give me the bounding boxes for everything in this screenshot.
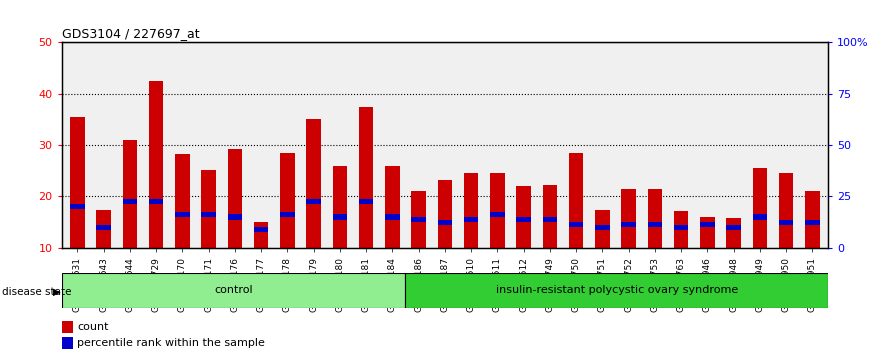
Bar bbox=[805, 191, 819, 248]
Bar bbox=[122, 140, 137, 248]
Bar bbox=[96, 210, 111, 248]
Bar bbox=[596, 225, 610, 230]
Bar bbox=[752, 168, 767, 248]
Text: count: count bbox=[78, 322, 108, 332]
Bar bbox=[727, 218, 741, 248]
Bar bbox=[175, 212, 189, 217]
Bar bbox=[359, 107, 374, 248]
Bar bbox=[752, 215, 767, 219]
Text: ▶: ▶ bbox=[53, 287, 61, 297]
Bar bbox=[490, 212, 505, 217]
Bar bbox=[385, 215, 400, 219]
Bar bbox=[727, 225, 741, 230]
Bar bbox=[700, 222, 714, 227]
Bar bbox=[569, 153, 583, 248]
Bar bbox=[254, 222, 269, 248]
Bar bbox=[359, 199, 374, 204]
Bar bbox=[516, 186, 531, 248]
Bar bbox=[464, 173, 478, 248]
Bar bbox=[543, 185, 557, 248]
Text: GDS3104 / 227697_at: GDS3104 / 227697_at bbox=[62, 27, 199, 40]
Bar bbox=[149, 81, 163, 248]
Bar bbox=[62, 273, 405, 308]
Bar bbox=[280, 212, 294, 217]
Bar bbox=[70, 117, 85, 248]
Bar bbox=[411, 217, 426, 222]
Text: percentile rank within the sample: percentile rank within the sample bbox=[78, 338, 265, 348]
Text: control: control bbox=[214, 285, 253, 295]
Bar bbox=[648, 222, 663, 227]
Bar bbox=[438, 179, 452, 248]
Bar bbox=[202, 212, 216, 217]
Bar bbox=[569, 222, 583, 227]
Bar bbox=[700, 217, 714, 248]
Bar bbox=[543, 217, 557, 222]
Bar bbox=[490, 173, 505, 248]
Bar bbox=[621, 222, 636, 227]
Bar bbox=[674, 225, 688, 230]
Bar bbox=[805, 219, 819, 225]
Bar bbox=[122, 199, 137, 204]
Bar bbox=[202, 170, 216, 248]
Bar bbox=[333, 166, 347, 248]
Bar bbox=[648, 189, 663, 248]
Bar bbox=[779, 219, 794, 225]
Bar bbox=[464, 217, 478, 222]
Bar bbox=[70, 204, 85, 209]
Bar bbox=[438, 219, 452, 225]
Bar bbox=[227, 149, 242, 248]
Bar bbox=[149, 199, 163, 204]
Bar bbox=[333, 215, 347, 219]
Bar bbox=[385, 166, 400, 248]
Bar bbox=[62, 337, 72, 349]
Bar bbox=[62, 321, 72, 333]
Bar bbox=[96, 225, 111, 230]
Text: insulin-resistant polycystic ovary syndrome: insulin-resistant polycystic ovary syndr… bbox=[496, 285, 737, 295]
Bar bbox=[779, 173, 794, 248]
Bar bbox=[405, 273, 828, 308]
Bar bbox=[307, 120, 321, 248]
Bar bbox=[254, 227, 269, 232]
Bar bbox=[674, 211, 688, 248]
Bar bbox=[307, 199, 321, 204]
Bar bbox=[411, 191, 426, 248]
Bar bbox=[516, 217, 531, 222]
Bar bbox=[596, 210, 610, 248]
Bar bbox=[175, 154, 189, 248]
Bar bbox=[280, 153, 294, 248]
Text: disease state: disease state bbox=[2, 287, 71, 297]
Bar bbox=[227, 215, 242, 219]
Bar bbox=[621, 189, 636, 248]
